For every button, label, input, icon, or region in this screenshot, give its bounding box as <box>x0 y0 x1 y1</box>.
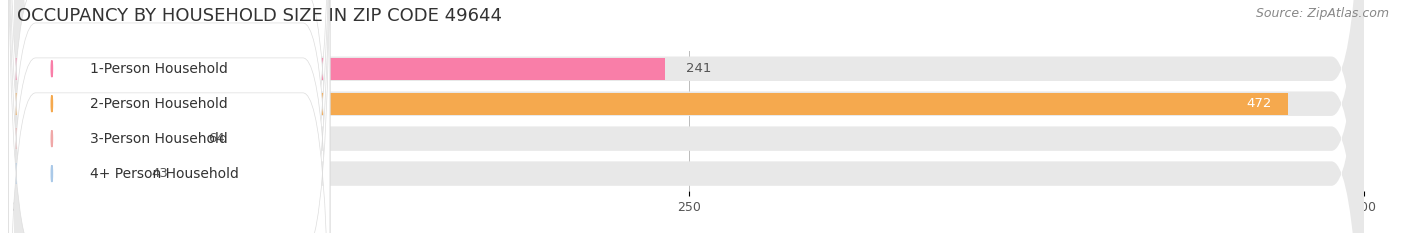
Text: 241: 241 <box>686 62 711 75</box>
Text: 472: 472 <box>1247 97 1272 110</box>
FancyBboxPatch shape <box>14 0 1364 233</box>
Bar <box>14 163 131 185</box>
Text: 64: 64 <box>208 132 225 145</box>
Text: Source: ZipAtlas.com: Source: ZipAtlas.com <box>1256 7 1389 20</box>
FancyBboxPatch shape <box>8 0 330 233</box>
Text: 2-Person Household: 2-Person Household <box>90 97 228 111</box>
Text: 43: 43 <box>152 167 169 180</box>
FancyBboxPatch shape <box>8 0 330 233</box>
Bar <box>14 93 1288 115</box>
Text: 1-Person Household: 1-Person Household <box>90 62 228 76</box>
Bar <box>14 128 187 150</box>
FancyBboxPatch shape <box>8 0 330 233</box>
FancyBboxPatch shape <box>14 0 1364 233</box>
Bar <box>14 58 665 80</box>
FancyBboxPatch shape <box>14 0 1364 233</box>
Text: 3-Person Household: 3-Person Household <box>90 132 228 146</box>
FancyBboxPatch shape <box>8 0 330 233</box>
Text: 4+ Person Household: 4+ Person Household <box>90 167 239 181</box>
Text: OCCUPANCY BY HOUSEHOLD SIZE IN ZIP CODE 49644: OCCUPANCY BY HOUSEHOLD SIZE IN ZIP CODE … <box>17 7 502 25</box>
FancyBboxPatch shape <box>14 0 1364 233</box>
